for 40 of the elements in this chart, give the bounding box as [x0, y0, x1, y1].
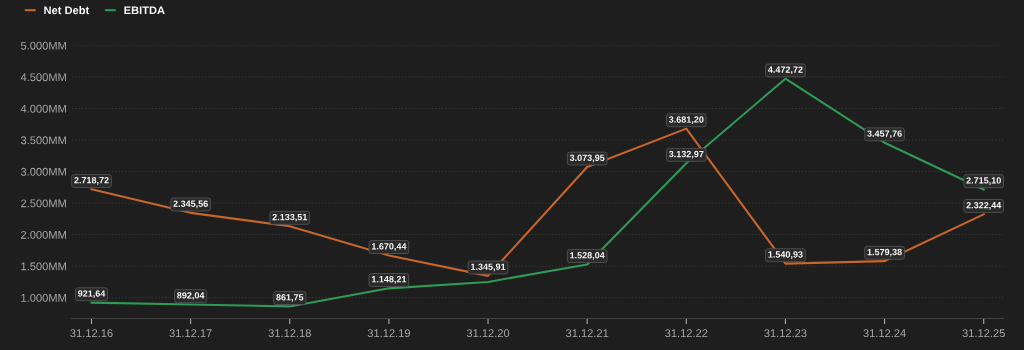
data-label: 1.148,21 — [371, 276, 407, 284]
x-tick-label: 31.12.18 — [268, 329, 311, 338]
data-label: 2.718,72 — [74, 176, 109, 185]
data-label: 3.681,20 — [668, 116, 704, 125]
data-label: 1.670,44 — [371, 243, 407, 251]
x-tick-label: 31.12.16 — [70, 329, 113, 338]
data-label: 2.715,10 — [966, 177, 1001, 185]
data-label: 921,64 — [78, 290, 106, 298]
y-tick-label: 3.000MM — [20, 167, 66, 176]
data-label: 2.133,51 — [272, 213, 308, 222]
x-tick-label: 31.12.24 — [863, 329, 906, 338]
data-label: 1.528,04 — [570, 252, 605, 260]
data-label: 2.345,56 — [173, 200, 208, 209]
x-tick-label: 31.12.23 — [764, 329, 807, 338]
data-label: 1.540,93 — [768, 251, 803, 259]
y-tick-label: 4.000MM — [20, 104, 66, 113]
legend-label: Net Debt — [44, 6, 90, 15]
data-label: 861,75 — [276, 294, 304, 302]
y-tick-label: 2.000MM — [21, 230, 66, 239]
data-label: 1.579,38 — [867, 248, 902, 257]
data-label: 3.457,76 — [867, 130, 902, 139]
data-label: 1.345,91 — [471, 263, 506, 272]
x-tick-label: 31.12.19 — [367, 329, 410, 338]
y-tick-label: 3.500MM — [20, 136, 66, 145]
x-tick-label: 31.12.21 — [565, 329, 609, 338]
x-tick-label: 31.12.17 — [169, 329, 212, 338]
x-tick-label: 31.12.25 — [962, 329, 1005, 338]
x-tick-label: 31.12.20 — [466, 329, 510, 338]
y-tick-label: 5.000MM — [20, 41, 66, 50]
y-tick-label: 4.500MM — [20, 73, 66, 82]
data-label: 2.322,44 — [966, 201, 1002, 210]
x-tick-label: 31.12.22 — [665, 329, 708, 338]
legend-label: EBITDA — [124, 6, 165, 15]
data-label: 3.073,95 — [569, 154, 605, 163]
y-tick-label: 1.500MM — [21, 262, 66, 271]
y-tick-label: 1.000MM — [21, 293, 66, 302]
y-tick-label: 2.500MM — [21, 199, 66, 208]
data-label: 3.132,97 — [668, 150, 704, 159]
data-label: 4.472,72 — [768, 66, 803, 75]
data-label: 892,04 — [177, 292, 205, 300]
